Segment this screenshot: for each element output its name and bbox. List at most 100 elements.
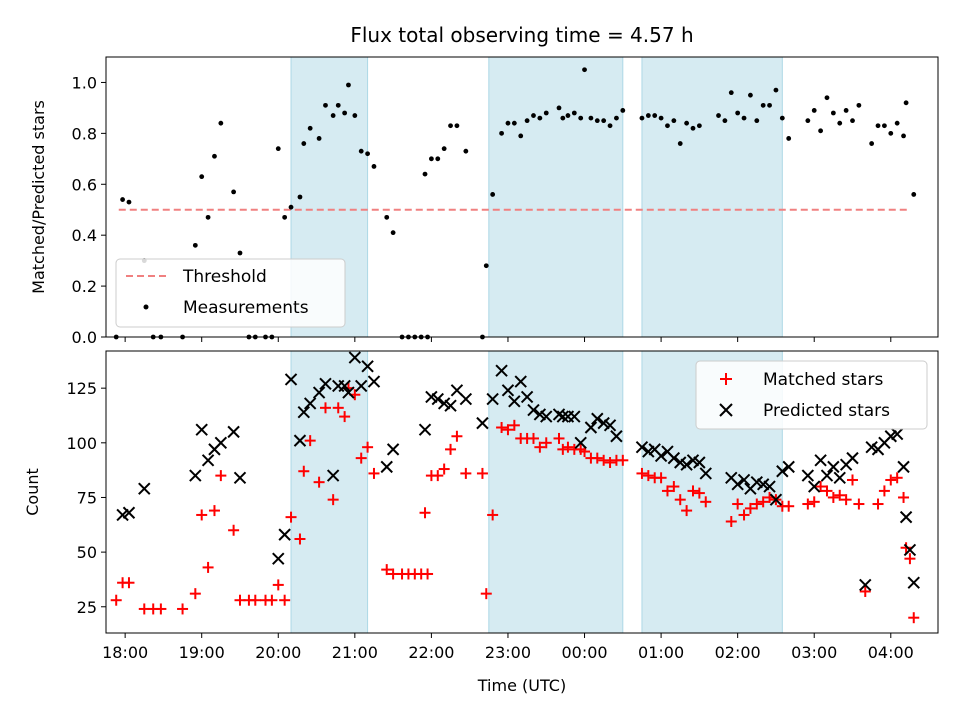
predicted-star-point bbox=[431, 392, 444, 406]
predicted-star-point bbox=[361, 360, 374, 373]
x-tick-label: 18:00 bbox=[102, 643, 148, 662]
measurement-point bbox=[301, 141, 307, 146]
legend-matched-label: Matched stars bbox=[763, 370, 883, 390]
matched-star-point bbox=[757, 496, 769, 508]
shaded-span-1 bbox=[290, 350, 369, 634]
predicted-star-point bbox=[272, 552, 285, 565]
matched-star-point bbox=[847, 474, 859, 486]
measurement-point bbox=[571, 110, 577, 116]
matched-star-point bbox=[460, 467, 472, 479]
measurement-point bbox=[728, 90, 734, 96]
predicted-star-point bbox=[380, 460, 393, 474]
matched-star-point bbox=[783, 500, 795, 512]
matched-star-point bbox=[540, 437, 552, 449]
matched-star-point bbox=[908, 612, 920, 624]
predicted-star-point bbox=[610, 430, 623, 443]
matched-star-point bbox=[853, 498, 865, 510]
measurement-point bbox=[511, 120, 517, 126]
matched-star-point bbox=[598, 454, 610, 466]
matched-star-point bbox=[362, 441, 374, 453]
matched-star-point bbox=[339, 411, 351, 423]
predicted-star-point bbox=[808, 480, 821, 493]
predicted-star-point bbox=[820, 469, 834, 482]
matched-star-point bbox=[534, 441, 546, 453]
predicted-star-point bbox=[731, 478, 744, 491]
legend-matched-swatch bbox=[720, 373, 732, 385]
shaded-span-3 bbox=[641, 56, 783, 338]
measurement-point bbox=[428, 156, 434, 162]
predicted-star-point bbox=[890, 427, 904, 441]
predicted-star-point bbox=[520, 390, 534, 404]
matched-star-point bbox=[438, 463, 450, 475]
measurement-point bbox=[760, 102, 766, 108]
measurement-point bbox=[767, 102, 772, 108]
predicted-star-point bbox=[737, 473, 751, 487]
bottom-legend: Matched stars Predicted stars bbox=[695, 360, 928, 430]
matched-star-point bbox=[332, 402, 344, 414]
matched-star-point bbox=[642, 470, 654, 482]
predicted-star-point bbox=[827, 460, 840, 474]
matched-star-point bbox=[228, 524, 240, 536]
measurement-point bbox=[505, 120, 511, 126]
matched-star-point bbox=[732, 498, 744, 510]
x-tick-label: 20:00 bbox=[255, 643, 301, 662]
measurement-point bbox=[735, 110, 741, 116]
measurement-point bbox=[316, 136, 322, 141]
measurement-point bbox=[582, 67, 587, 73]
measurement-point bbox=[588, 115, 594, 121]
matched-star-point bbox=[878, 485, 890, 497]
predicted-star-point bbox=[527, 403, 540, 417]
matched-star-point bbox=[872, 498, 884, 510]
predicted-star-point bbox=[508, 395, 521, 408]
matched-star-point bbox=[298, 465, 310, 477]
predicted-star-point bbox=[801, 469, 815, 482]
measurement-point bbox=[882, 123, 887, 129]
measurement-point bbox=[850, 118, 855, 124]
matched-star-point bbox=[476, 467, 488, 479]
matched-star-point bbox=[693, 487, 705, 499]
predicted-star-point bbox=[303, 397, 317, 410]
measurement-point bbox=[323, 102, 328, 108]
y-tick-label: 0.2 bbox=[72, 277, 97, 296]
measurement-point bbox=[365, 151, 370, 157]
measurement-point bbox=[805, 118, 811, 124]
predicted-star-point bbox=[763, 480, 776, 493]
predicted-star-point bbox=[769, 493, 783, 506]
predicted-star-point bbox=[514, 375, 527, 388]
predicted-star-point bbox=[776, 465, 789, 478]
matched-star-point bbox=[687, 485, 699, 497]
predicted-star-point bbox=[486, 392, 499, 406]
measurement-point bbox=[856, 102, 862, 108]
measurement-point bbox=[288, 204, 294, 210]
predicted-star-point bbox=[293, 434, 307, 447]
predicted-star-point bbox=[122, 506, 136, 519]
predicted-star-point bbox=[654, 449, 668, 463]
x-tick-label: 02:00 bbox=[715, 643, 761, 662]
predicted-star-point bbox=[214, 436, 228, 450]
measurement-point bbox=[543, 110, 549, 116]
matched-star-point bbox=[304, 435, 316, 447]
measurement-point bbox=[499, 130, 504, 136]
matched-star-point bbox=[215, 470, 227, 482]
predicted-star-point bbox=[342, 386, 355, 399]
measurement-point bbox=[607, 123, 613, 129]
legend-measurements-swatch bbox=[143, 304, 149, 310]
matched-star-point bbox=[123, 577, 135, 589]
predicted-star-point bbox=[635, 440, 649, 454]
matched-star-point bbox=[808, 496, 820, 508]
top-y-axis-label: Matched/Predicted stars bbox=[29, 100, 48, 294]
matched-star-point bbox=[422, 568, 434, 580]
measurement-point bbox=[422, 171, 428, 177]
matched-star-point bbox=[432, 470, 444, 482]
predicted-star-point bbox=[227, 425, 240, 439]
bottom-legend-box bbox=[695, 360, 928, 430]
measurement-point bbox=[894, 120, 900, 126]
top-y-ticks: 0.0 0.2 0.4 0.6 0.8 1.0 bbox=[72, 73, 106, 347]
measurement-point bbox=[237, 250, 243, 256]
matched-star-point bbox=[196, 509, 208, 521]
bottom-panel: 25 50 75 100 125 18:00 19:00 20:00 21:00 22:00 23… bbox=[23, 350, 939, 695]
predicted-star-point bbox=[476, 416, 489, 430]
bottom-y-ticks: 25 50 75 100 125 bbox=[66, 379, 106, 617]
